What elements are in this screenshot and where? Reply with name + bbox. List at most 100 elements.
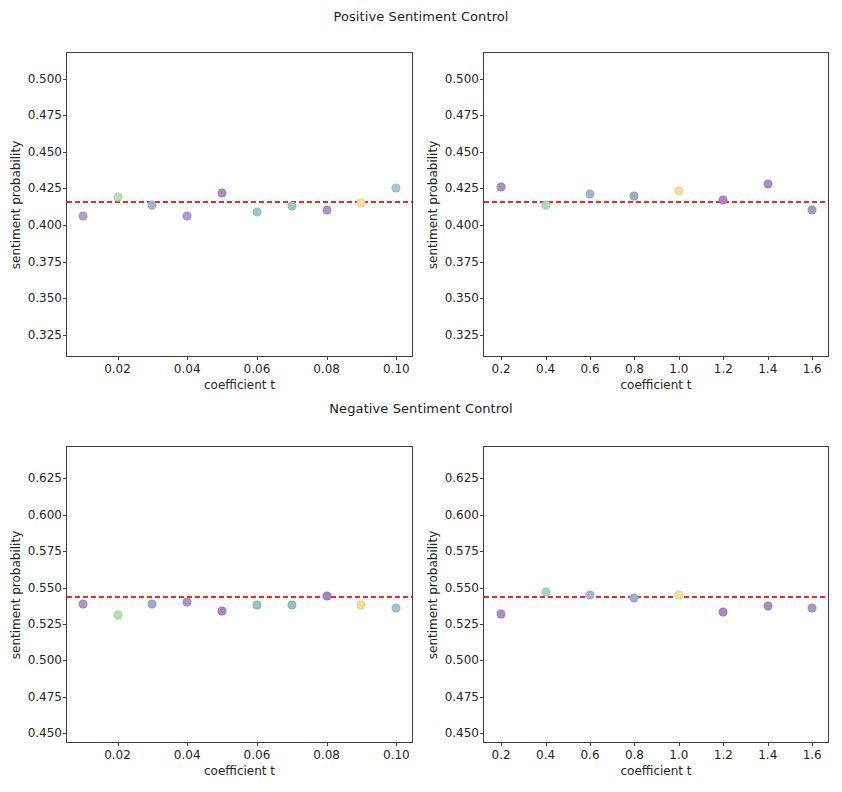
scatter-point (808, 603, 817, 612)
y-tick-label: 0.375 (28, 255, 62, 269)
y-tick-label: 0.500 (445, 72, 479, 86)
baseline-dashed-line (484, 596, 828, 598)
y-axis-label: sentiment probability (9, 530, 23, 659)
y-tick (63, 697, 67, 698)
y-tick (480, 551, 484, 552)
subplot-positive-small-t: 0.3250.3500.3750.4000.4250.4500.4750.500… (66, 52, 413, 357)
scatter-point (674, 590, 683, 599)
y-tick-label: 0.575 (28, 544, 62, 558)
y-tick (480, 733, 484, 734)
x-tick (723, 742, 724, 746)
y-tick-label: 0.425 (445, 181, 479, 195)
x-tick (187, 356, 188, 360)
scatter-point (763, 602, 772, 611)
subplot-negative-small-t: 0.4500.4750.5000.5250.5500.5750.6000.625… (66, 446, 413, 743)
x-tick-label: 0.6 (566, 362, 614, 376)
scatter-point (252, 600, 261, 609)
x-tick-label: 0.6 (566, 748, 614, 762)
x-axis-label: coefficient t (620, 764, 691, 778)
y-tick (480, 588, 484, 589)
y-tick (63, 79, 67, 80)
x-axis-label: coefficient t (620, 378, 691, 392)
x-tick-label: 0.02 (94, 362, 142, 376)
x-tick-label: 1.6 (788, 362, 836, 376)
y-tick-label: 0.450 (445, 726, 479, 740)
baseline-dashed-line (67, 596, 412, 598)
y-tick (480, 478, 484, 479)
scatter-point (357, 600, 366, 609)
x-tick (634, 742, 635, 746)
y-tick (480, 188, 484, 189)
scatter-point (183, 212, 192, 221)
baseline-dashed-line (484, 201, 828, 203)
y-tick (480, 298, 484, 299)
y-tick (63, 188, 67, 189)
x-tick-label: 0.06 (233, 362, 281, 376)
scatter-point (630, 593, 639, 602)
x-tick-label: 0.04 (163, 362, 211, 376)
y-tick-label: 0.400 (28, 218, 62, 232)
row-title-negative-sentiment-control: Negative Sentiment Control (0, 401, 842, 416)
y-tick (63, 624, 67, 625)
x-tick (546, 356, 547, 360)
scatter-point (586, 190, 595, 199)
x-tick-label: 0.8 (610, 748, 658, 762)
y-tick-label: 0.550 (445, 581, 479, 595)
x-tick (118, 742, 119, 746)
scatter-point (287, 201, 296, 210)
x-axis-label: coefficient t (204, 378, 275, 392)
x-tick-label: 0.10 (372, 362, 420, 376)
x-tick (327, 356, 328, 360)
x-tick-label: 1.4 (744, 362, 792, 376)
scatter-point (630, 191, 639, 200)
y-tick (480, 152, 484, 153)
y-tick-label: 0.600 (28, 508, 62, 522)
scatter-point (541, 200, 550, 209)
scatter-point (322, 206, 331, 215)
x-tick (812, 356, 813, 360)
y-tick (63, 588, 67, 589)
x-tick (257, 742, 258, 746)
scatter-point (497, 182, 506, 191)
subplot-negative-large-t: 0.4500.4750.5000.5250.5500.5750.6000.625… (483, 446, 829, 743)
x-tick-label: 0.08 (303, 748, 351, 762)
x-tick (327, 742, 328, 746)
y-tick-label: 0.325 (28, 328, 62, 342)
y-tick (63, 152, 67, 153)
x-tick-label: 0.06 (233, 748, 281, 762)
x-tick (187, 742, 188, 746)
y-axis-label: sentiment probability (9, 140, 23, 269)
y-tick-label: 0.600 (445, 508, 479, 522)
y-tick-label: 0.500 (445, 653, 479, 667)
y-tick-label: 0.375 (445, 255, 479, 269)
y-axis-label: sentiment probability (426, 140, 440, 269)
scatter-point (113, 611, 122, 620)
scatter-point (674, 187, 683, 196)
scatter-point (78, 212, 87, 221)
y-tick (480, 697, 484, 698)
figure: Positive Sentiment Control Negative Sent… (0, 0, 842, 792)
x-tick-label: 1.0 (655, 362, 703, 376)
scatter-point (322, 592, 331, 601)
y-tick (480, 79, 484, 80)
scatter-point (113, 193, 122, 202)
y-tick-label: 0.525 (445, 617, 479, 631)
y-tick-label: 0.350 (28, 291, 62, 305)
x-tick-label: 0.02 (94, 748, 142, 762)
y-tick (480, 624, 484, 625)
x-tick-label: 0.4 (522, 748, 570, 762)
x-tick (768, 356, 769, 360)
row-title-positive-sentiment-control: Positive Sentiment Control (0, 9, 842, 24)
y-tick-label: 0.575 (445, 544, 479, 558)
y-tick-label: 0.425 (28, 181, 62, 195)
y-tick (480, 115, 484, 116)
x-tick (118, 356, 119, 360)
x-tick (812, 742, 813, 746)
y-tick-label: 0.625 (445, 471, 479, 485)
y-tick-label: 0.450 (28, 145, 62, 159)
x-tick (723, 356, 724, 360)
y-tick-label: 0.500 (28, 72, 62, 86)
y-tick (63, 515, 67, 516)
x-tick (590, 742, 591, 746)
x-tick-label: 0.10 (372, 748, 420, 762)
